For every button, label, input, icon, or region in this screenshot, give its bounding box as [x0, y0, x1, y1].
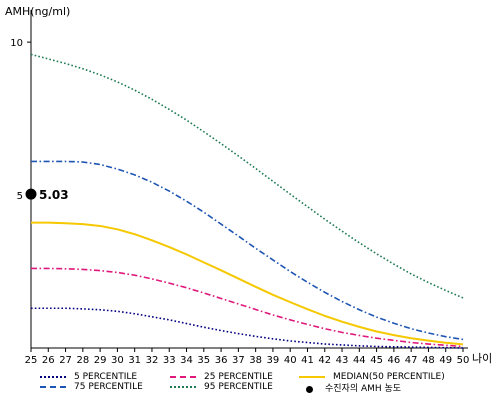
x-tick-label: 33 — [163, 355, 176, 366]
x-tick-label: 27 — [59, 355, 72, 366]
x-tick-label: 25 — [25, 355, 38, 366]
y-tick-label: 10 — [10, 38, 23, 49]
x-tick-label: 39 — [267, 355, 280, 366]
x-tick-label: 46 — [388, 355, 401, 366]
x-ticks: 25 26 27 28 29 30 31 32 33 34 35 36 37 38 39 40 41 42 43 44… — [25, 348, 470, 366]
x-tick-label: 40 — [284, 355, 297, 366]
series-line-5-percentile — [31, 307, 464, 349]
x-tick-label: 38 — [249, 355, 262, 366]
x-tick-label: 45 — [370, 355, 383, 366]
y-tick-label: 5 — [17, 191, 23, 202]
series-line-median-50-percentile — [31, 221, 464, 346]
x-tick-label: 28 — [76, 355, 89, 366]
series-line-25-percentile — [31, 267, 464, 348]
x-axis-label: 나이 — [472, 352, 492, 365]
y-ticks: 5 10 — [10, 38, 31, 202]
x-tick-label: 43 — [336, 355, 349, 366]
x-tick-label: 48 — [422, 355, 435, 366]
x-tick-label: 36 — [215, 355, 228, 366]
x-tick-label: 41 — [301, 355, 314, 366]
x-tick-label: 31 — [128, 355, 141, 366]
x-tick-label: 30 — [111, 355, 124, 366]
patient-amh-value: 5.03 — [39, 188, 69, 202]
x-tick-label: 47 — [405, 355, 418, 366]
x-tick-label: 34 — [180, 355, 193, 366]
x-tick-label: 26 — [42, 355, 55, 366]
y-axis-label: AMH(ng/ml) — [5, 5, 70, 18]
x-tick-label: 37 — [232, 355, 245, 366]
series-lines — [30, 53, 464, 349]
series-line-75-percentile — [31, 160, 464, 341]
series-line-95-percentile — [30, 53, 464, 299]
x-tick-label: 35 — [197, 355, 210, 366]
patient-amh-point — [25, 188, 37, 200]
x-tick-label: 44 — [353, 355, 366, 366]
x-tick-label: 32 — [146, 355, 159, 366]
patient-amh-marker: 5.03 — [25, 188, 69, 202]
x-tick-label: 42 — [318, 355, 331, 366]
x-tick-label: 29 — [94, 355, 107, 366]
x-tick-label: 50 — [457, 355, 470, 366]
x-tick-label: 49 — [439, 355, 452, 366]
